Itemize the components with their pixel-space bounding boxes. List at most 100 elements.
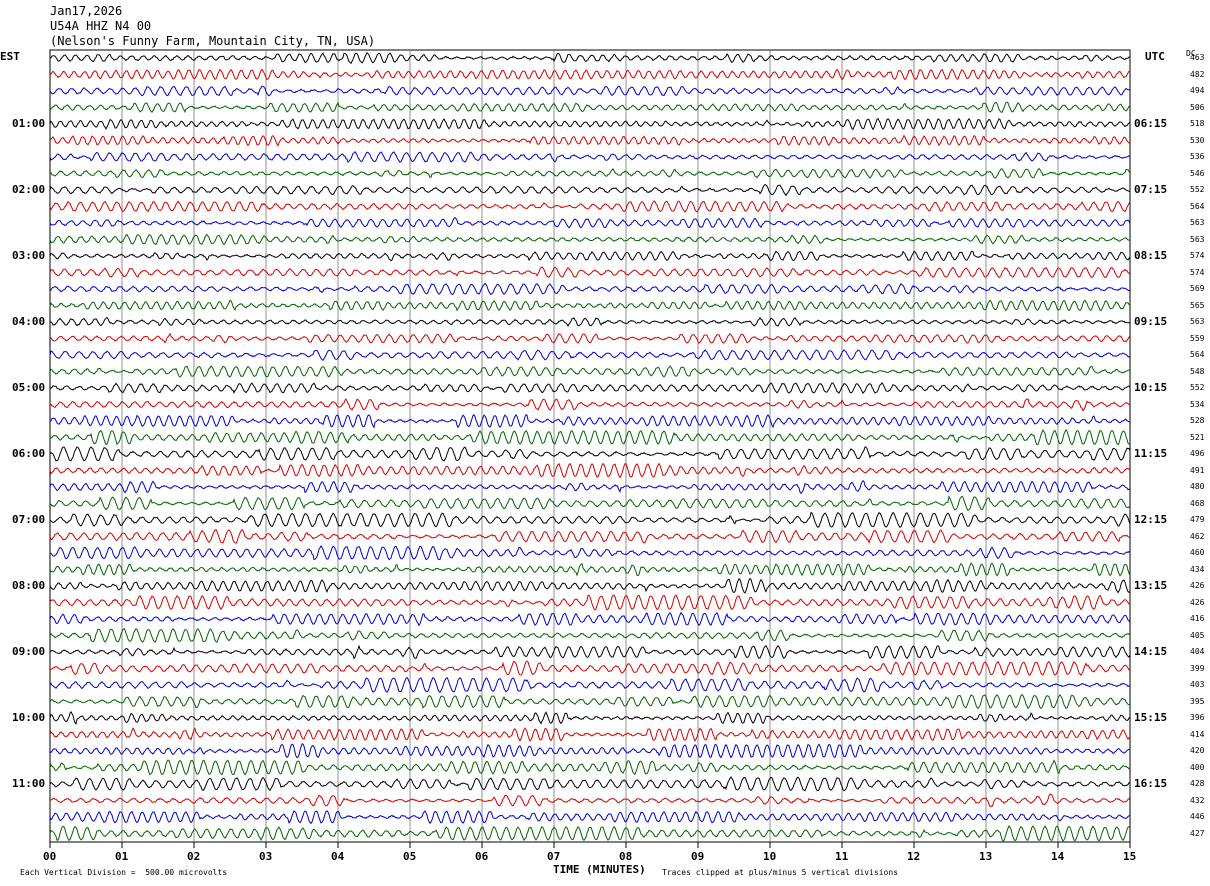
dc-offset-label: 574 <box>1190 251 1205 260</box>
dc-offset-label: 426 <box>1190 597 1205 607</box>
seismic-trace <box>49 528 1131 544</box>
dc-offset-label: 395 <box>1190 696 1205 706</box>
left-hour-label: 03:00 <box>12 249 46 262</box>
x-tick-label: 01 <box>115 850 129 863</box>
x-tick-label: 09 <box>691 850 705 863</box>
left-hour-label: 01:00 <box>12 117 46 130</box>
dc-offset-label: 564 <box>1190 350 1205 359</box>
right-hour-label: 15:15 <box>1134 711 1168 724</box>
seismic-trace <box>49 51 1131 65</box>
seismic-trace <box>49 594 1131 611</box>
seismic-trace <box>49 217 1131 229</box>
seismic-trace <box>49 462 1131 479</box>
dc-offset-label: 548 <box>1190 366 1205 376</box>
seismic-trace <box>49 793 1131 807</box>
x-tick-label: 11 <box>835 850 849 863</box>
seismic-trace <box>49 727 1131 742</box>
x-tick-label: 08 <box>619 850 633 863</box>
seismic-trace <box>49 101 1131 114</box>
seismic-trace <box>49 479 1131 495</box>
dc-offset-label: 414 <box>1190 729 1205 739</box>
x-tick-label: 10 <box>763 850 777 863</box>
seismic-traces <box>49 51 1131 842</box>
dc-offset-label: 463 <box>1190 53 1205 62</box>
left-hour-label: 06:00 <box>12 447 46 460</box>
seismic-trace <box>49 627 1131 644</box>
seismic-trace <box>49 316 1131 328</box>
minute-gridlines <box>49 49 1131 848</box>
dc-offset-label: 552 <box>1190 383 1205 392</box>
helicorder-date: Jan17,2026 <box>50 4 123 18</box>
seismic-trace <box>49 365 1131 378</box>
seismic-trace <box>49 266 1131 279</box>
seismic-trace <box>49 134 1131 147</box>
seismic-trace <box>49 428 1131 446</box>
dc-offset-label: 427 <box>1190 828 1205 838</box>
seismic-trace <box>49 167 1131 179</box>
dc-offset-label: 396 <box>1190 713 1205 722</box>
seismic-trace <box>49 382 1131 394</box>
x-tick-label: 06 <box>475 850 489 863</box>
dc-offset-label: 574 <box>1190 267 1205 277</box>
seismic-trace <box>49 511 1131 529</box>
seismic-trace <box>49 233 1131 246</box>
seismic-trace <box>49 85 1131 97</box>
seismic-trace <box>49 660 1131 677</box>
seismic-trace <box>49 611 1131 627</box>
dc-offset-label: 569 <box>1190 284 1205 293</box>
seismic-trace <box>49 495 1131 512</box>
seismic-trace <box>49 117 1131 131</box>
dc-offset-label: 432 <box>1190 795 1205 805</box>
dc-offset-label: 460 <box>1190 548 1205 557</box>
seismic-trace <box>49 299 1131 312</box>
dc-offset-label: 462 <box>1190 531 1205 541</box>
seismic-trace <box>49 693 1131 710</box>
dc-offset-label: 405 <box>1190 630 1205 640</box>
right-hour-label: 07:15 <box>1134 183 1168 196</box>
seismic-trace <box>49 824 1131 842</box>
right-hour-label: 06:15 <box>1134 117 1168 130</box>
left-hour-label: 11:00 <box>12 777 46 790</box>
right-hour-label: 12:15 <box>1134 513 1168 526</box>
seismic-trace <box>49 413 1131 429</box>
x-tick-label: 15 <box>1123 850 1137 863</box>
left-hour-label: 09:00 <box>12 645 46 658</box>
seismic-trace <box>49 349 1131 362</box>
seismic-trace <box>49 644 1131 660</box>
left-hour-label: 08:00 <box>12 579 46 592</box>
seismic-trace <box>49 200 1131 213</box>
dc-offset-label: 521 <box>1190 432 1205 442</box>
dc-offset-label: 563 <box>1190 317 1205 326</box>
seismic-trace <box>49 545 1131 561</box>
dc-offset-label: 552 <box>1190 185 1205 194</box>
x-tick-label: 05 <box>403 850 417 863</box>
dc-offset-label: 400 <box>1190 762 1205 772</box>
dc-offset-label: 399 <box>1190 663 1205 673</box>
seismic-trace <box>49 562 1131 577</box>
x-tick-label: 03 <box>259 850 273 863</box>
clip-note: Traces clipped at plus/minus 5 vertical … <box>662 868 899 877</box>
seismic-trace <box>49 743 1130 759</box>
x-tick-label: 02 <box>187 850 201 863</box>
station-location: (Nelson's Funny Farm, Mountain City, TN,… <box>50 34 376 48</box>
dc-offset-label: 534 <box>1190 399 1205 409</box>
left-timezone-label: EST <box>0 50 20 63</box>
scale-note: Each Vertical Division = 500.00 microvol… <box>20 868 228 877</box>
dc-offset-label: 491 <box>1190 465 1205 475</box>
seismic-trace <box>49 282 1131 296</box>
dc-offset-label: 428 <box>1190 779 1205 788</box>
seismic-trace <box>49 68 1131 81</box>
dc-offset-label: 559 <box>1190 333 1205 343</box>
dc-offset-label: 468 <box>1190 498 1205 508</box>
right-hour-label: 16:15 <box>1134 777 1168 790</box>
dc-offset-label: 536 <box>1190 152 1205 161</box>
x-axis-label: TIME (MINUTES) <box>553 863 646 876</box>
station-code: U54A HHZ N4 00 <box>50 19 152 33</box>
right-hour-label: 10:15 <box>1134 381 1168 394</box>
dc-offset-label: 528 <box>1190 416 1205 425</box>
seismic-trace <box>49 398 1131 412</box>
x-tick-label: 14 <box>1051 850 1065 863</box>
seismic-trace <box>49 759 1131 776</box>
dc-offset-label: 506 <box>1190 102 1205 112</box>
x-tick-label: 13 <box>979 850 993 863</box>
